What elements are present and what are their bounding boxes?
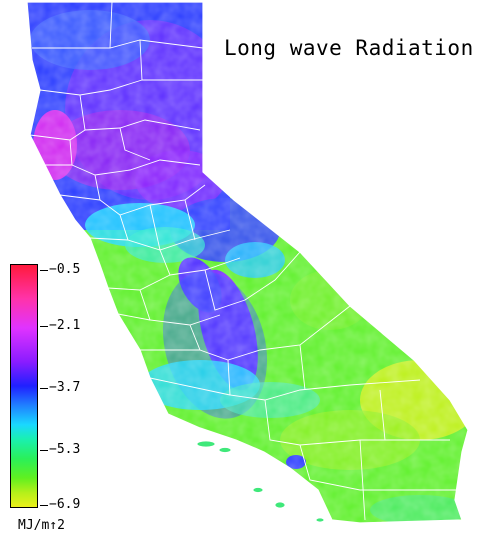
colorbar-tick-label: −6.9 [49,497,81,512]
county-lines [29,1,460,521]
colorbar-tick [40,270,48,271]
state-outline [26,1,469,524]
colorbar-tick-label: −3.7 [49,380,81,395]
colorbar-tick [40,505,48,506]
colorbar-tick [40,450,48,451]
colorbar-tick-label: −0.5 [49,262,81,277]
channel-islands [196,440,325,523]
colorbar-tick-label: −2.1 [49,318,81,333]
colorbar [10,264,38,508]
colorbar-tick [40,326,48,327]
map-title: Long wave Radiation [224,36,474,60]
colorbar-tick [40,388,48,389]
colorbar-unit: MJ/m↑2 [18,518,65,533]
colorbar-tick-label: −5.3 [49,442,81,457]
